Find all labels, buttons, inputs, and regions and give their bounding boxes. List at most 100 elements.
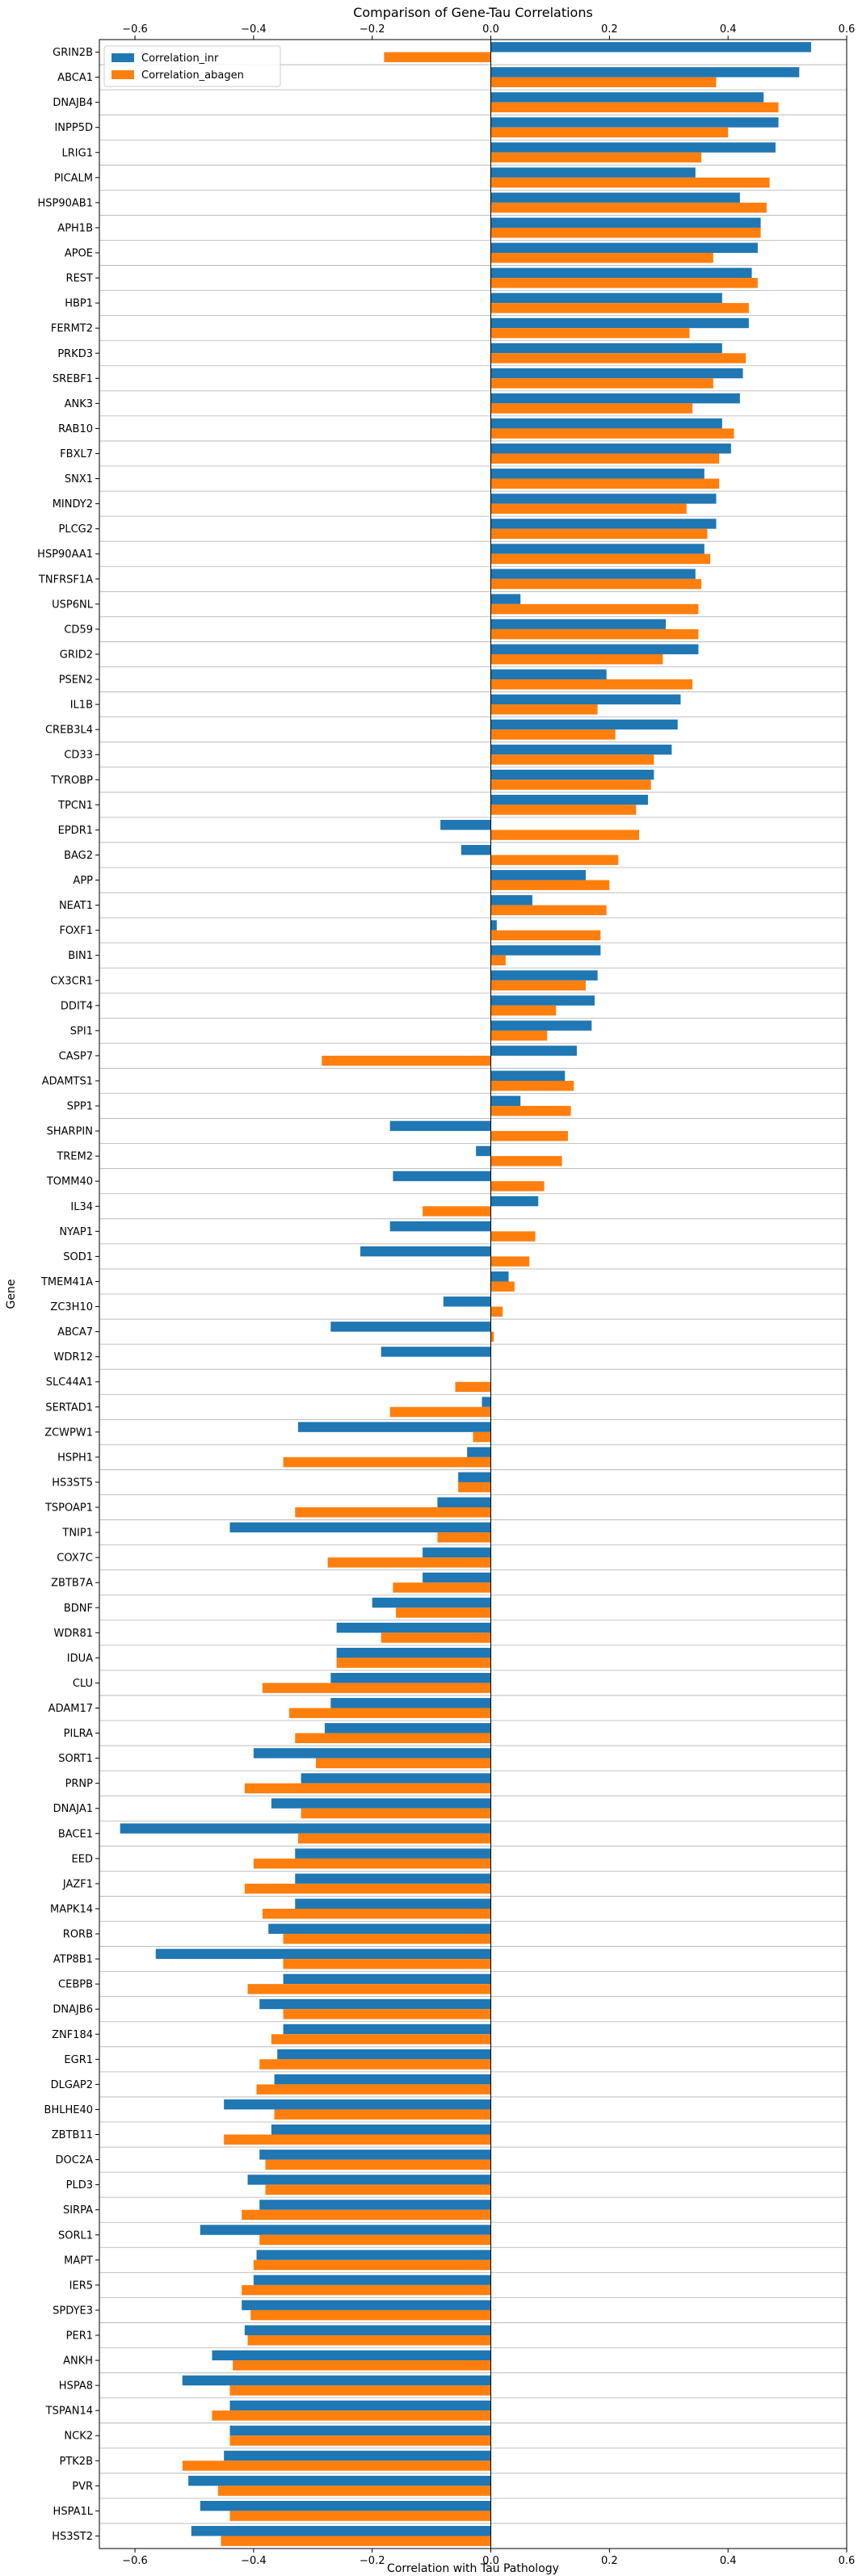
y-tick-label: ZC3H10 (50, 1301, 93, 1313)
bar-Correlation_inr-REST (490, 267, 752, 279)
y-tick-label: TMEM41A (40, 1276, 93, 1288)
x-tick-label-bottom: 0.2 (601, 2555, 618, 2567)
y-tick-label: SOD1 (63, 1251, 93, 1263)
y-tick-label: SPDYE3 (53, 2305, 93, 2317)
y-tick-label: SPI1 (70, 1025, 93, 1037)
bar-Correlation_inr-GRID2 (490, 644, 699, 654)
y-tick-label: SNX1 (65, 473, 93, 485)
y-tick-label: CREB3L4 (45, 725, 93, 737)
bar-Correlation_inr-ZNF184 (283, 2023, 491, 2035)
y-axis-label: Gene (5, 1280, 18, 1309)
bar-Correlation_inr-CREB3L4 (490, 719, 678, 730)
bar-Correlation_inr-ATP8B1 (155, 1948, 491, 1960)
y-tick-label: EGR1 (64, 2054, 93, 2066)
bar-Correlation_abagen-RORB (283, 1934, 491, 1944)
y-tick-label: APOE (65, 248, 93, 260)
y-tick-label: ZBTB11 (52, 2129, 93, 2141)
bar-Correlation_abagen-TREM2 (490, 1156, 562, 1166)
bar-Correlation_inr-DNAJB4 (490, 92, 764, 103)
y-tick-label: EED (72, 1853, 93, 1865)
y-tick-label: DDIT4 (61, 1000, 93, 1012)
bar-Correlation_abagen-ADAMTS1 (490, 1080, 574, 1091)
legend-swatch-Correlation_abagen (111, 70, 134, 79)
y-tick-label: CEBPB (58, 1979, 93, 1991)
bar-Correlation_inr-APP (490, 870, 586, 880)
legend-swatch-Correlation_inr (111, 53, 134, 62)
bar-Correlation_inr-PER1 (244, 2325, 491, 2335)
y-tick-label: PTK2B (60, 2456, 94, 2468)
bar-Correlation_inr-RAB10 (490, 418, 722, 429)
bar-Correlation_abagen-DDIT4 (490, 1005, 557, 1016)
bar-Correlation_inr-TMEM41A (490, 1271, 509, 1282)
y-tick-label: HSP90AB1 (38, 197, 94, 209)
bar-Correlation_abagen-FBXL7 (490, 453, 720, 464)
y-tick-label: BACE1 (58, 1828, 93, 1840)
bar-Correlation_abagen-MAPT (253, 2259, 491, 2271)
bar-Correlation_abagen-MINDY2 (490, 503, 687, 515)
bar-Correlation_abagen-PRKD3 (490, 353, 747, 363)
bar-Correlation_abagen-APH1B (490, 227, 761, 238)
bar-Correlation_abagen-SERTAD1 (389, 1406, 491, 1418)
y-tick-label: ADAM17 (48, 1703, 93, 1715)
bar-Correlation_abagen-PICALM (490, 177, 770, 188)
bar-Correlation_abagen-SLC44A1 (455, 1381, 491, 1393)
bar-Correlation_abagen-JAZF1 (244, 1883, 491, 1894)
bar-Correlation_abagen-TYROBP (490, 780, 651, 790)
x-tick-label-top: −0.4 (241, 23, 267, 36)
bar-Correlation_abagen-REST (490, 278, 758, 288)
y-tick-label: CASP7 (59, 1050, 93, 1062)
x-tick-label-top: 0.6 (839, 23, 856, 36)
x-tick-label-top: 0.2 (601, 23, 618, 36)
bar-Correlation_inr-SHARPIN (389, 1120, 491, 1132)
bar-Correlation_inr-ANK3 (490, 393, 740, 404)
bar-Correlation_abagen-COX7C (327, 1557, 491, 1568)
bar-Correlation_inr-PRNP (301, 1773, 491, 1784)
bar-Correlation_abagen-INPP5D (490, 127, 729, 138)
bar-Correlation_inr-GRIN2B (490, 42, 811, 53)
y-tick-label: PER1 (66, 2330, 93, 2342)
bar-Correlation_abagen-ABCA1 (490, 77, 717, 88)
bar-Correlation_abagen-LRIG1 (490, 152, 702, 163)
bar-Correlation_inr-ZCWPW1 (297, 1422, 491, 1432)
y-tick-label: TREM2 (56, 1151, 93, 1163)
y-tick-label: EPDR1 (58, 825, 93, 837)
x-tick-label-bottom: 0.6 (839, 2555, 856, 2567)
x-tick-label-top: −0.2 (360, 23, 385, 36)
x-axis-label: Correlation with Tau Pathology (387, 2562, 559, 2575)
y-tick-label: REST (66, 273, 93, 285)
bar-Correlation_abagen-USP6NL (490, 603, 699, 615)
bar-Correlation_abagen-PILRA (295, 1733, 491, 1743)
legend-box (103, 45, 281, 87)
x-tick-label-bottom: −0.4 (241, 2555, 267, 2567)
bar-Correlation_inr-RORB (268, 1923, 491, 1935)
y-tick-label: TOMM40 (46, 1176, 93, 1188)
bar-Correlation_inr-SREBF1 (490, 368, 743, 379)
y-tick-label: MAPK14 (50, 1903, 93, 1915)
y-tick-label: BDNF (64, 1603, 93, 1615)
bar-Correlation_abagen-IER5 (242, 2284, 491, 2296)
bar-Correlation_abagen-ZBTB11 (224, 2134, 491, 2145)
y-tick-label: PICALM (54, 172, 93, 184)
legend-label-Correlation_abagen: Correlation_abagen (141, 69, 244, 82)
bar-Correlation_inr-WDR12 (381, 1347, 491, 1357)
y-tick-label: DNAJB4 (53, 97, 93, 109)
y-tick-label: WDR12 (54, 1351, 93, 1364)
bar-Correlation_abagen-CASP7 (322, 1055, 491, 1066)
bar-Correlation_abagen-EED (253, 1858, 491, 1869)
bar-Correlation_abagen-SNX1 (490, 478, 720, 489)
bar-Correlation_inr-DOC2A (259, 2149, 491, 2160)
bar-Correlation_inr-TNIP1 (229, 1522, 491, 1533)
bar-Correlation_abagen-CLU (262, 1683, 491, 1693)
bar-Correlation_inr-PICALM (490, 167, 696, 178)
bar-Correlation_abagen-FOXF1 (490, 930, 601, 941)
bar-Correlation_inr-FERMT2 (490, 317, 749, 329)
y-tick-label: FBXL7 (60, 448, 93, 460)
y-tick-label: PLCG2 (58, 523, 93, 536)
bar-Correlation_inr-CD33 (490, 744, 672, 755)
bar-Correlation_inr-IER5 (253, 2275, 491, 2285)
y-tick-label: APP (73, 875, 93, 887)
y-tick-label: HS3ST2 (52, 2531, 93, 2543)
y-tick-label: ABCA7 (57, 1326, 93, 1338)
bar-Correlation_inr-NCK2 (229, 2425, 491, 2436)
bar-Correlation_inr-SIRPA (259, 2200, 491, 2210)
